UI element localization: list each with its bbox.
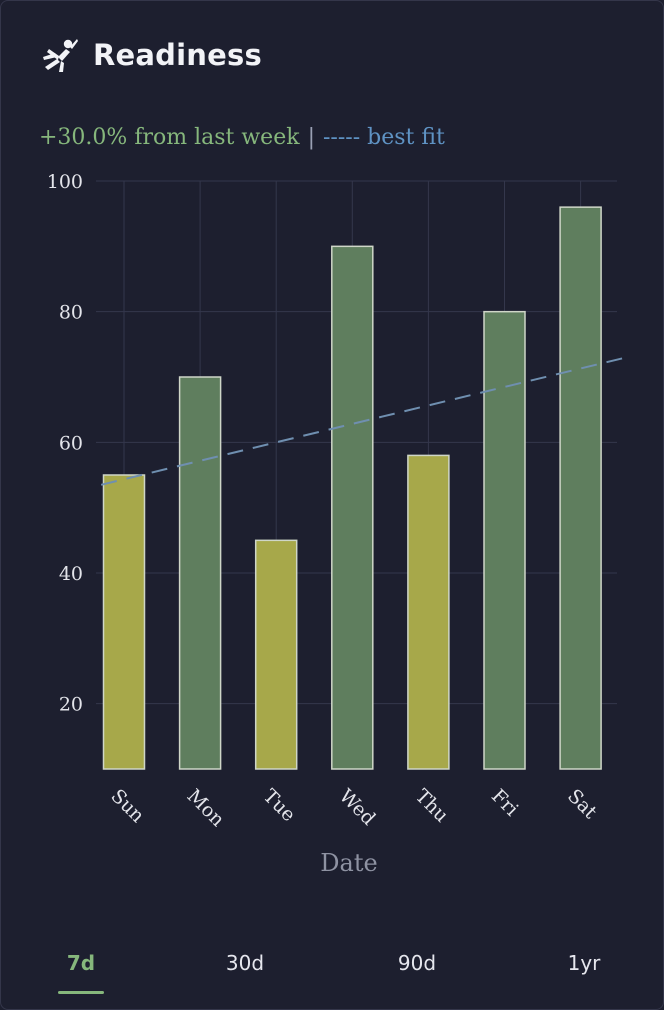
y-tick-label: 100 [47,171,83,193]
best-fit-line [100,356,627,486]
y-tick-label: 80 [59,302,83,324]
summary-line: +30.0% from last week | ----- best fit [39,125,445,150]
active-tab-underline [58,991,104,994]
card-header: Readiness [39,31,262,79]
bar-thu [407,454,450,770]
summary-separator: | [307,125,315,150]
x-tick-label: Tue [259,785,300,826]
bar-sat [559,206,602,770]
flying-superhero-icon [43,39,78,72]
bar-tue [254,539,298,770]
x-tick-label: Thu [411,785,453,827]
best-fit-legend: ----- best fit [322,125,445,150]
x-tick-label: Fri [487,785,523,821]
weekly-change-text: +30.0% from last week [39,125,300,150]
tab-1yr[interactable]: 1yr [567,951,601,975]
x-axis-label: Date [320,849,377,877]
range-tabs: 7d 30d 90d 1yr [1,951,663,1001]
x-axis-ticks: Sun Mon Tue Wed Thu Fri Sat [106,785,601,831]
bar-fri [483,310,526,770]
y-tick-label: 40 [59,563,83,585]
tab-90d[interactable]: 90d [397,951,437,975]
tab-30d[interactable]: 30d [225,951,265,975]
x-tick-label: Mon [183,785,229,831]
y-tick-label: 60 [59,432,83,454]
x-tick-label: Sat [563,785,601,823]
chart-best-fit [100,356,627,486]
x-tick-label: Sun [106,785,148,827]
x-tick-label: Wed [335,785,380,830]
bar-sun [102,474,146,770]
bar-mon [178,376,222,770]
y-tick-label: 20 [59,694,83,716]
readiness-bar-chart: 20 40 60 80 100 Sun Mon Tue Wed Thu Fri Sat Date [47,171,627,877]
page-title: Readiness [93,38,262,72]
y-axis-ticks: 20 40 60 80 100 [47,171,83,716]
bar-wed [331,245,374,770]
chart-bars [102,206,602,770]
tab-7d[interactable]: 7d [66,951,96,975]
